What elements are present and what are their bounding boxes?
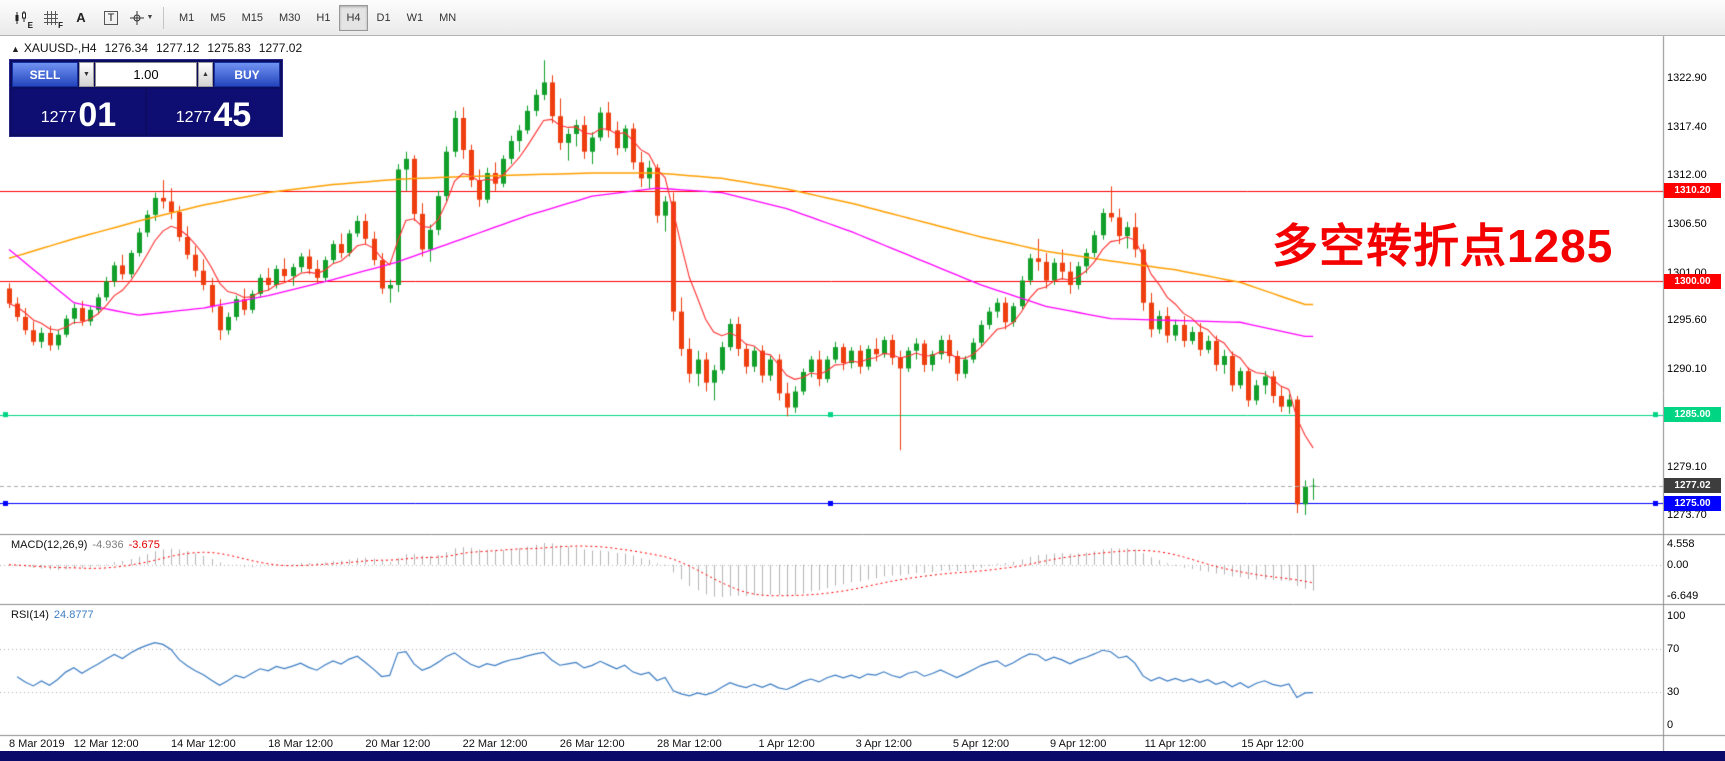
timeframe-button-d1[interactable]: D1 bbox=[376, 11, 391, 24]
sell-price-base: 1277 bbox=[40, 109, 77, 126]
hline-price-tag: 1285.00 bbox=[1664, 407, 1721, 423]
rsi-label: RSI(14) bbox=[11, 609, 49, 621]
time-axis-label: 1 Apr 12:00 bbox=[758, 738, 815, 750]
time-axis-label: 5 Apr 12:00 bbox=[952, 738, 1010, 750]
chart-annotation-text: 多空转折点1285 bbox=[1272, 220, 1614, 272]
price-axis-tick: 1273.70 bbox=[1667, 508, 1707, 521]
time-axis-label: 12 Mar 12:00 bbox=[73, 738, 139, 750]
toolbar: E F A T ▼ M1 M5 M15 M30 H1 H4 D1 W1 MN bbox=[0, 0, 1725, 36]
current-price-tag: 1277.02 bbox=[1664, 478, 1721, 493]
panel-collapse-icon[interactable]: ▲ bbox=[11, 44, 20, 54]
timeframe-button-m15[interactable]: M15 bbox=[241, 11, 263, 24]
sell-price-pips: 01 bbox=[78, 96, 117, 135]
one-click-trading-panel: SELL ▼ 1.00 ▲ BUY 1277 01 1277 45 bbox=[9, 59, 283, 137]
macd-label: MACD(12,26,9) bbox=[11, 539, 88, 551]
macd-axis-label: 0.00 bbox=[1667, 558, 1689, 571]
buy-price-base: 1277 bbox=[175, 109, 212, 126]
time-axis-label: 14 Mar 12:00 bbox=[170, 738, 236, 750]
open-value: 1276.34 bbox=[104, 41, 148, 55]
timeframe-button-m1[interactable]: M1 bbox=[179, 11, 195, 24]
price-axis-tick: 1306.50 bbox=[1667, 217, 1707, 230]
symbol-period-label: XAUUSD-,H4 bbox=[23, 41, 97, 55]
time-axis-label: 22 Mar 12:00 bbox=[462, 738, 528, 750]
high-value: 1277.12 bbox=[156, 41, 200, 55]
time-axis-label: 11 Apr 12:00 bbox=[1144, 738, 1207, 750]
toolbar-icons-group: E F A T ▼ bbox=[6, 4, 156, 32]
sell-price-display[interactable]: 1277 01 bbox=[12, 89, 145, 134]
price-axis-tick: 1317.40 bbox=[1667, 120, 1707, 133]
volume-increase-button[interactable]: ▲ bbox=[198, 62, 213, 87]
time-axis-label: 15 Apr 12:00 bbox=[1241, 738, 1304, 750]
macd-axis-label: 4.558 bbox=[1667, 538, 1695, 550]
text-tool-icon[interactable]: T bbox=[97, 4, 125, 32]
rsi-axis-label: 100 bbox=[1667, 610, 1686, 622]
timeframe-buttons-group: M1 M5 M15 M30 H1 H4 D1 W1 MN bbox=[171, 4, 464, 31]
timeframe-button-mn[interactable]: MN bbox=[439, 11, 457, 24]
macd-indicator-label: MACD(12,26,9) -4.936 -3.675 bbox=[11, 539, 160, 551]
timeframe-button-m30[interactable]: M30 bbox=[278, 11, 301, 24]
timeframe-button-h1[interactable]: H1 bbox=[316, 11, 331, 24]
timeframe-button-h4[interactable]: H4 bbox=[339, 4, 368, 31]
time-axis-label: 28 Mar 12:00 bbox=[656, 738, 722, 750]
time-axis-label: 26 Mar 12:00 bbox=[559, 738, 625, 750]
rsi-value: 24.8777 bbox=[53, 609, 94, 621]
price-axis-tick: 1322.90 bbox=[1667, 72, 1707, 84]
time-axis-label: 8 Mar 2019 bbox=[9, 738, 65, 750]
buy-price-display[interactable]: 1277 45 bbox=[147, 89, 280, 134]
grid-icon[interactable]: F bbox=[37, 4, 65, 32]
time-axis-label: 9 Apr 12:00 bbox=[1050, 738, 1107, 750]
text-annotation-icon[interactable]: A bbox=[76, 10, 86, 25]
macd-signal-value: -3.675 bbox=[128, 539, 160, 551]
close-value: 1277.02 bbox=[258, 41, 303, 55]
bottom-status-bar bbox=[0, 751, 1725, 761]
price-axis-tick: 1312.00 bbox=[1667, 168, 1707, 181]
time-axis-label: 18 Mar 12:00 bbox=[268, 738, 334, 750]
crosshair-icon[interactable]: ▼ bbox=[127, 4, 155, 32]
low-value: 1275.83 bbox=[207, 41, 251, 55]
rsi-axis-label: 70 bbox=[1667, 642, 1680, 655]
hline-price-tag: 1300.00 bbox=[1664, 273, 1721, 289]
time-axis-label: 20 Mar 12:00 bbox=[365, 738, 431, 750]
rsi-indicator-label: RSI(14) 24.8777 bbox=[11, 609, 94, 621]
time-axis-label: 3 Apr 12:00 bbox=[855, 738, 912, 750]
rsi-axis-label: 0 bbox=[1667, 719, 1674, 731]
price-axis-tick: 1279.10 bbox=[1667, 461, 1707, 474]
macd-axis-label: -6.649 bbox=[1667, 590, 1699, 602]
sell-button[interactable]: SELL bbox=[12, 62, 78, 87]
buy-price-pips: 45 bbox=[213, 96, 252, 135]
timeframe-button-w1[interactable]: W1 bbox=[406, 11, 424, 24]
chart-ohlc-header: ▲ XAUUSD-,H4 1276.34 1277.12 1275.83 1277.02 bbox=[11, 41, 310, 55]
hline-price-tag: 1310.20 bbox=[1664, 183, 1721, 199]
buy-button[interactable]: BUY bbox=[214, 62, 280, 87]
toolbar-separator bbox=[163, 6, 164, 29]
macd-main-value: -4.936 bbox=[92, 539, 124, 551]
timeframe-button-m5[interactable]: M5 bbox=[210, 11, 226, 24]
price-axis-tick: 1295.60 bbox=[1667, 314, 1707, 327]
ea-candles-icon[interactable]: E bbox=[7, 4, 35, 32]
hline-price-tag: 1275.00 bbox=[1664, 495, 1721, 511]
price-axis-tick: 1290.10 bbox=[1667, 363, 1707, 376]
rsi-axis-label: 30 bbox=[1667, 686, 1680, 699]
volume-input[interactable]: 1.00 bbox=[95, 62, 197, 87]
volume-decrease-button[interactable]: ▼ bbox=[79, 62, 94, 87]
